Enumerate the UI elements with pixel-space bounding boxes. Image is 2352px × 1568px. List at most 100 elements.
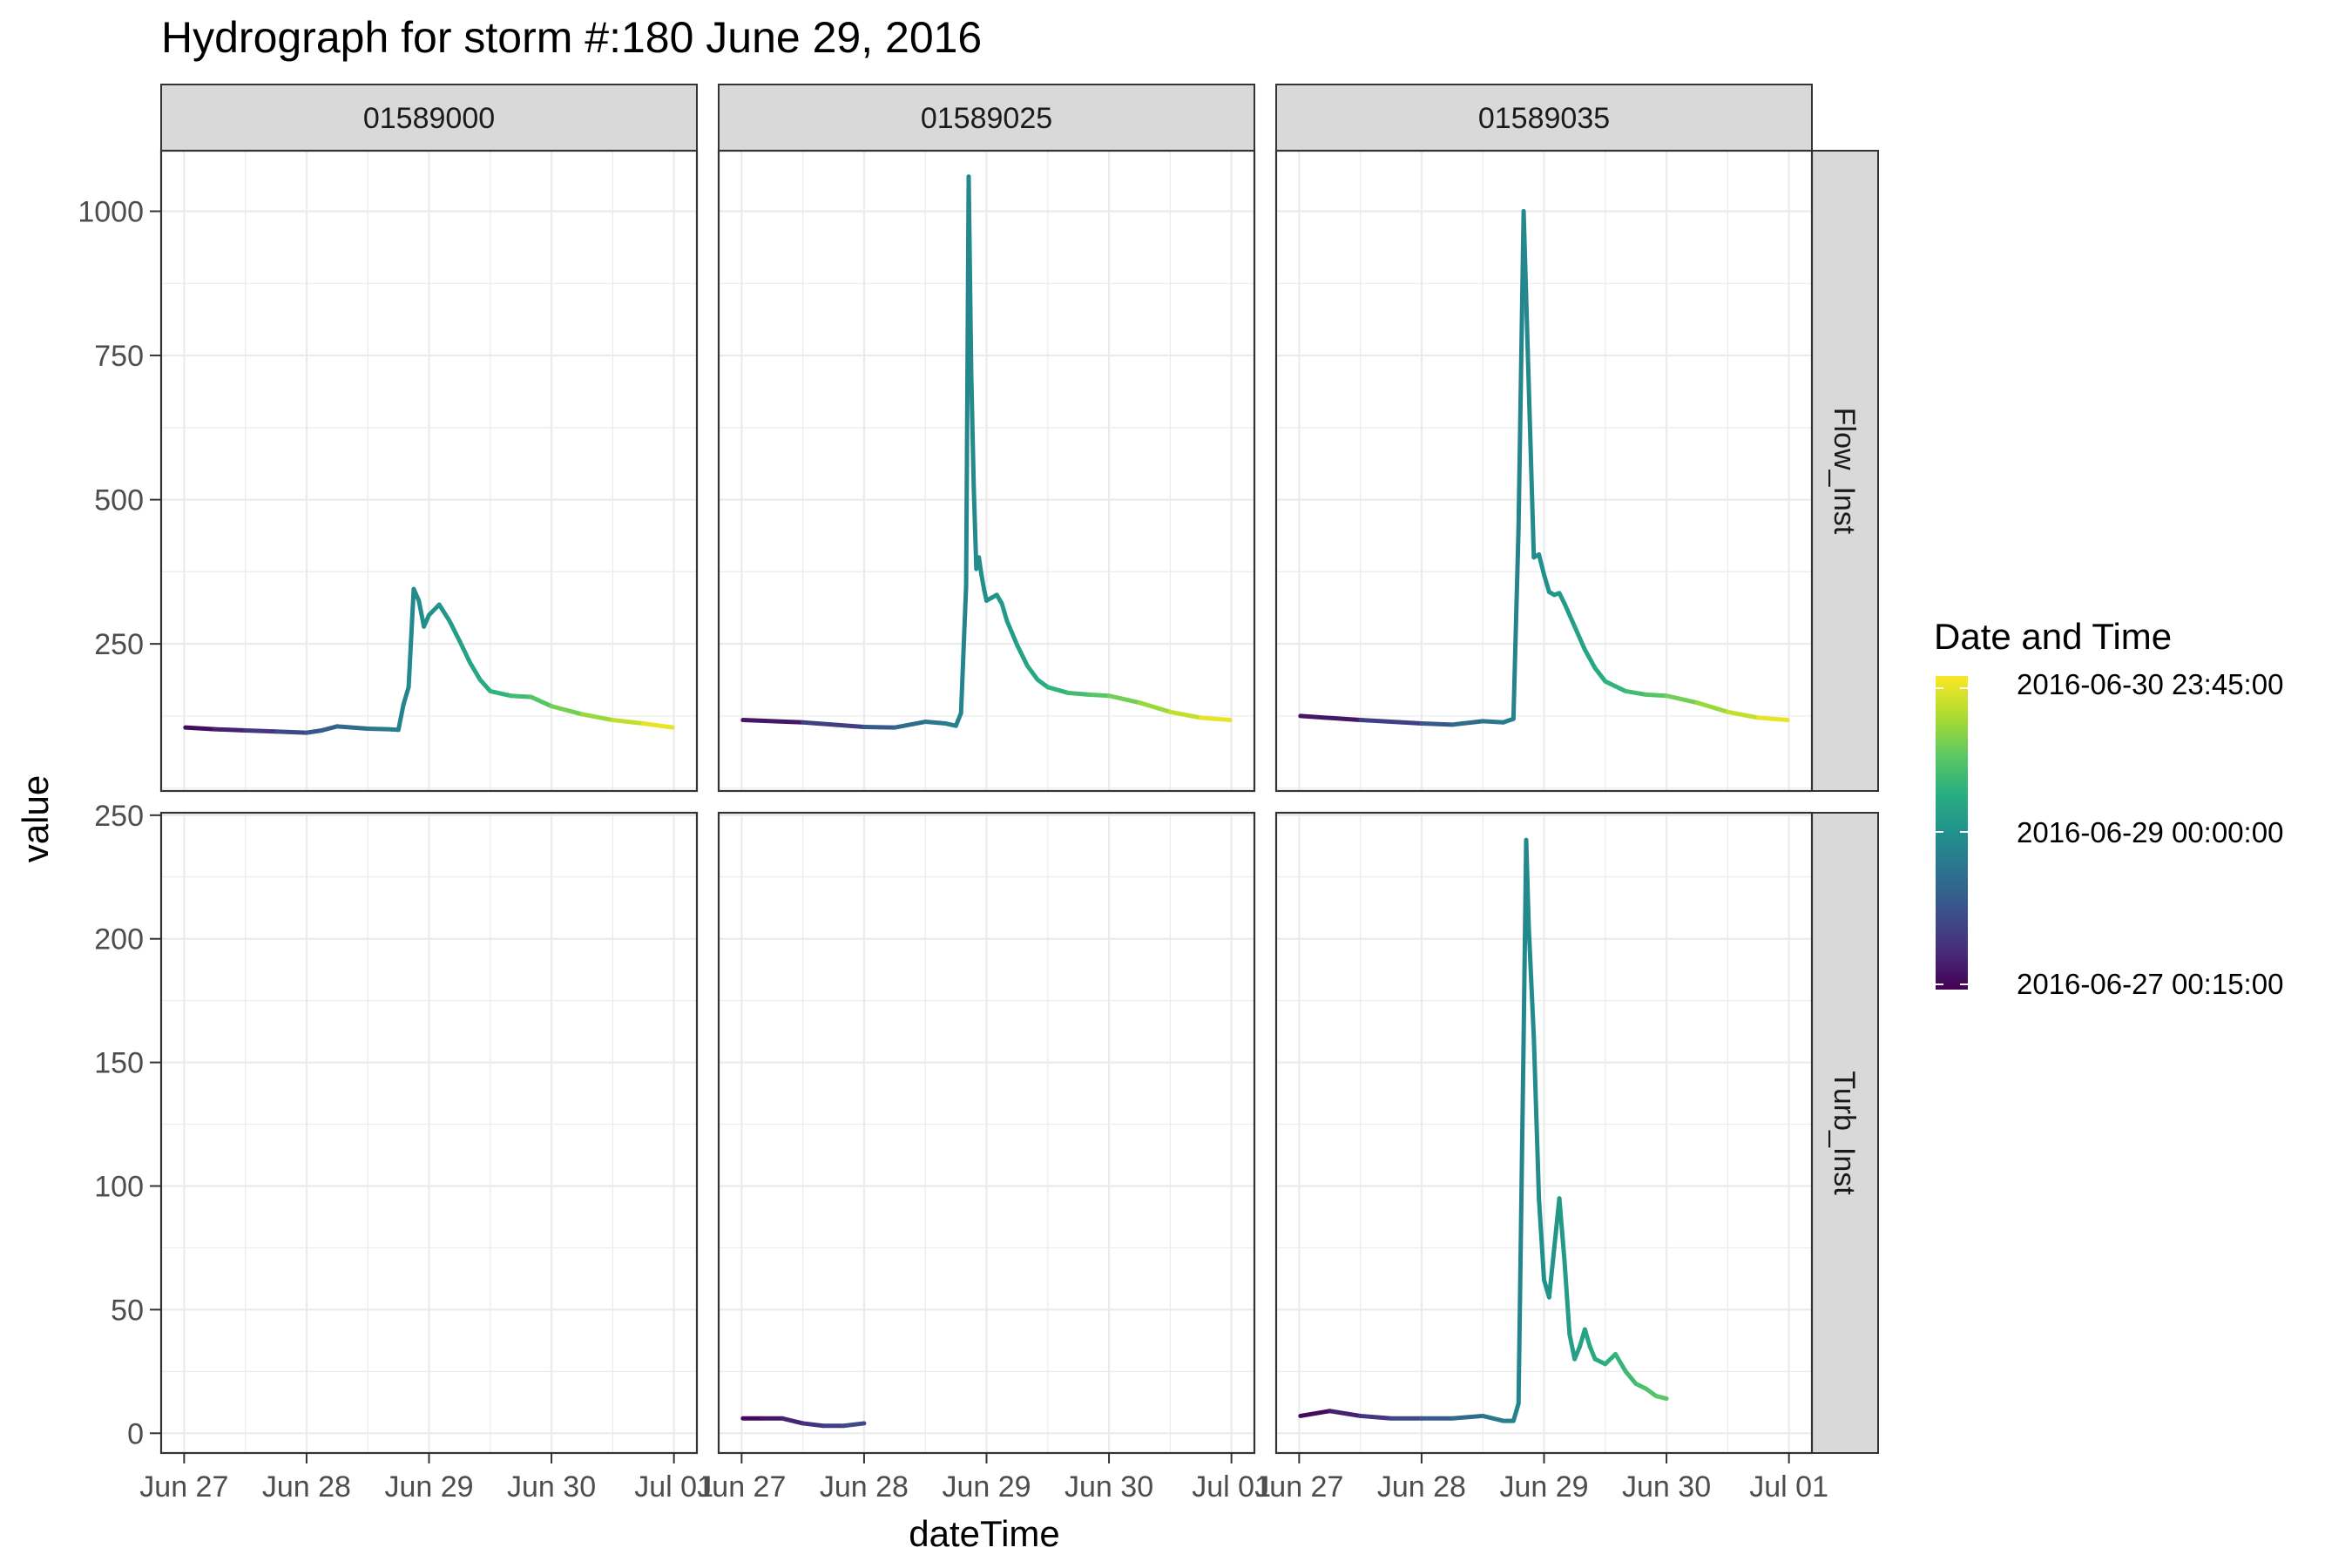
facet-strip-label: 01589025 — [921, 102, 1052, 135]
series-segment — [1511, 1401, 1521, 1423]
series-segment — [1137, 700, 1173, 714]
legend-label-mid: 2016-06-29 00:00:00 — [2017, 816, 2283, 848]
series-segment — [395, 702, 406, 733]
series-segment — [508, 693, 534, 700]
series-segment — [1450, 719, 1485, 727]
series-segment — [1653, 1394, 1669, 1402]
series-segment — [1106, 693, 1142, 706]
series-segment — [1694, 700, 1730, 714]
series-segment — [923, 720, 949, 727]
series-segment — [1587, 1344, 1598, 1362]
facet-strip-01589025 — [718, 84, 1255, 152]
y-tick-label: 150 — [94, 1047, 144, 1080]
series-segment — [1065, 690, 1092, 697]
x-tick-label: Jun 30 — [1622, 1470, 1711, 1504]
x-tick-label: Jun 27 — [697, 1470, 786, 1504]
y-tick-label: 200 — [94, 923, 144, 956]
series-segment — [1450, 1413, 1485, 1421]
series-segment — [841, 1421, 867, 1429]
series-segment — [1511, 526, 1521, 721]
series-segment — [274, 729, 309, 735]
x-tick-label: Jun 29 — [384, 1470, 473, 1504]
facet-strip-01589035 — [1275, 84, 1813, 152]
series-segment — [1567, 1332, 1578, 1362]
facet-strip-label: Turb_Inst — [1828, 1071, 1861, 1195]
series-segment — [1613, 1351, 1628, 1374]
series-segment — [416, 598, 427, 629]
series-segment — [971, 485, 979, 571]
series-segment — [999, 601, 1010, 624]
color-legend: Date and Time 2016-06-30 23:45:00 2016-0… — [1934, 616, 2283, 1000]
panel-01589000-Turb_Inst — [159, 811, 699, 1455]
series-segment — [1562, 601, 1578, 629]
panel-01589025-Turb_Inst — [717, 811, 1256, 1455]
series-segment — [1358, 718, 1424, 727]
x-tick-label: Jul 01 — [634, 1470, 713, 1504]
series-segment — [1531, 1035, 1542, 1201]
series-segment — [1480, 1413, 1506, 1423]
series-segment — [641, 721, 675, 730]
series-segment — [966, 174, 974, 375]
series-segment — [1725, 709, 1761, 720]
series-segment — [780, 1416, 806, 1426]
series-segment — [1516, 209, 1526, 531]
series-segment — [1480, 719, 1506, 725]
series-segment — [801, 720, 867, 729]
y-tick-label: 250 — [94, 628, 144, 661]
panel-01589035-Flow_Inst — [1274, 149, 1814, 793]
x-tick-label: Jun 28 — [262, 1470, 351, 1504]
series-segment — [243, 727, 279, 734]
series-segment — [213, 727, 248, 733]
series-segment — [467, 659, 483, 682]
plot-area: 01589000 01589025 01589035Flow_Inst2505007… — [78, 84, 1879, 1504]
series-segment — [1199, 715, 1233, 723]
x-axis-title: dateTime — [909, 1513, 1060, 1554]
series-segment — [1015, 642, 1030, 668]
y-tick-label: 250 — [94, 800, 144, 833]
panel-01589035-Turb_Inst — [1274, 811, 1814, 1455]
panel-border — [1274, 149, 1814, 793]
series-segment — [969, 370, 977, 490]
x-tick-label: Jun 27 — [1254, 1470, 1343, 1504]
x-tick-label: Jun 28 — [1377, 1470, 1466, 1504]
series-segment — [892, 720, 928, 730]
series-segment — [1603, 679, 1628, 693]
series-segment — [183, 725, 217, 732]
series-segment — [1546, 1245, 1557, 1300]
x-tick-label: Jun 28 — [820, 1470, 909, 1504]
chart-title: Hydrograph for storm #:180 June 29, 2016 — [161, 13, 982, 62]
series-segment — [610, 718, 645, 727]
x-tick-label: Jul 01 — [1192, 1470, 1271, 1504]
facet-strip-Flow_Inst — [1811, 150, 1879, 792]
series-segment — [457, 639, 472, 665]
y-tick-label: 1000 — [78, 196, 144, 229]
series-segment — [549, 704, 585, 717]
y-tick-label: 100 — [94, 1171, 144, 1204]
series-segment — [1537, 552, 1546, 578]
series-segment — [862, 725, 897, 730]
y-tick-label: 50 — [111, 1294, 144, 1327]
series-segment — [1024, 663, 1040, 682]
legend-title: Date and Time — [1934, 616, 2172, 657]
series-segment — [406, 586, 416, 690]
facet-strip-Turb_Inst — [1811, 812, 1879, 1454]
series-segment — [1328, 1409, 1363, 1418]
y-tick-label: 0 — [127, 1417, 144, 1450]
series-segment — [1516, 1035, 1526, 1406]
series-segment — [477, 677, 493, 693]
series-segment — [579, 712, 615, 723]
series-segment — [335, 724, 370, 731]
x-tick-label: Jun 29 — [942, 1470, 1031, 1504]
x-tick-label: Jun 29 — [1499, 1470, 1588, 1504]
series-segment — [1603, 1351, 1618, 1367]
facet-strip-label: Flow_Inst — [1828, 408, 1861, 535]
x-tick-label: Jul 01 — [1749, 1470, 1828, 1504]
series-segment — [1298, 1409, 1332, 1418]
series-segment — [1542, 572, 1551, 595]
series-segment — [1557, 1196, 1567, 1263]
series-segment — [740, 718, 806, 725]
series-segment — [1756, 715, 1790, 723]
series-segment — [529, 694, 554, 709]
series-segment — [1537, 1196, 1546, 1282]
series-segment — [1526, 382, 1537, 560]
